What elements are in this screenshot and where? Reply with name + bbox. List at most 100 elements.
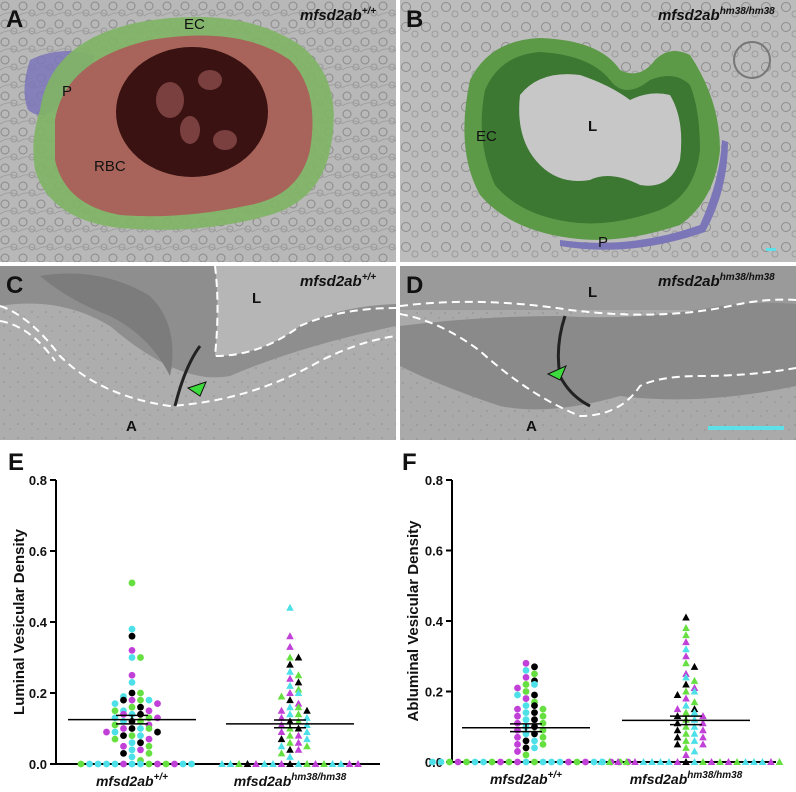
data-point xyxy=(128,678,136,686)
data-point xyxy=(690,676,699,684)
data-point xyxy=(522,758,530,766)
data-point xyxy=(303,735,311,743)
y-tick-label: 0.8 xyxy=(29,473,47,488)
data-point xyxy=(128,732,136,739)
data-point xyxy=(345,760,354,767)
data-point xyxy=(673,691,682,699)
y-tick-label: 0.4 xyxy=(425,614,444,629)
data-point xyxy=(514,691,521,699)
data-point xyxy=(767,758,775,765)
data-point xyxy=(690,722,699,730)
data-point xyxy=(446,758,453,766)
data-point xyxy=(565,758,572,766)
data-point xyxy=(286,738,294,746)
data-point xyxy=(145,742,153,750)
data-point xyxy=(531,744,538,752)
data-point xyxy=(294,653,303,661)
data-point xyxy=(471,758,479,766)
panel-d-micrograph: D mfsd2abhm38/hm38 L A xyxy=(400,266,796,440)
y-axis-label: Luminal Vesicular Density xyxy=(11,528,28,715)
data-point xyxy=(673,705,682,713)
data-point xyxy=(277,742,286,750)
data-point xyxy=(724,758,733,765)
data-point xyxy=(522,737,530,745)
data-point xyxy=(145,707,153,715)
label-lumen: L xyxy=(588,118,598,135)
data-point xyxy=(286,653,294,661)
data-point xyxy=(582,758,589,766)
data-point xyxy=(137,732,144,739)
data-point xyxy=(682,624,690,632)
data-point xyxy=(294,703,303,711)
data-point xyxy=(286,731,294,739)
data-point xyxy=(294,685,303,693)
data-point xyxy=(758,758,767,765)
data-point xyxy=(539,712,547,720)
label-lumen: L xyxy=(588,284,598,301)
data-point xyxy=(277,713,286,721)
data-point xyxy=(690,736,699,744)
y-tick-label: 0.0 xyxy=(29,757,47,772)
panel-c-image xyxy=(0,266,396,440)
data-point xyxy=(277,760,286,767)
data-point xyxy=(294,699,303,707)
data-point xyxy=(320,760,328,767)
data-point xyxy=(573,758,581,766)
data-point xyxy=(539,733,547,741)
data-point xyxy=(522,716,530,724)
data-point xyxy=(120,732,127,739)
data-point xyxy=(437,758,445,766)
data-point xyxy=(103,760,110,768)
data-point xyxy=(539,719,547,727)
data-point xyxy=(531,691,538,699)
data-point xyxy=(531,709,538,717)
data-point xyxy=(682,758,690,765)
data-point xyxy=(286,696,294,704)
label-ec: EC xyxy=(184,16,205,33)
data-point xyxy=(699,758,707,765)
data-point xyxy=(514,684,521,692)
data-point xyxy=(111,707,119,715)
data-point xyxy=(154,760,161,768)
data-point xyxy=(590,758,598,766)
data-point xyxy=(522,674,530,681)
data-point xyxy=(277,692,286,700)
data-point xyxy=(154,700,161,708)
data-point xyxy=(120,725,127,732)
data-point xyxy=(162,760,170,768)
data-point xyxy=(120,749,127,757)
data-point xyxy=(277,735,286,743)
y-tick-label: 0.2 xyxy=(29,686,47,701)
data-point xyxy=(94,760,102,768)
data-point xyxy=(682,652,690,660)
data-point xyxy=(303,706,311,714)
panel-a-image xyxy=(0,0,396,262)
data-point xyxy=(522,751,530,759)
data-point xyxy=(514,758,521,766)
data-point xyxy=(682,729,690,737)
data-point xyxy=(303,760,311,767)
data-point xyxy=(682,722,690,730)
data-point xyxy=(294,671,303,679)
data-point xyxy=(514,712,521,720)
data-point xyxy=(294,678,303,686)
data-point xyxy=(699,726,707,734)
panel-c-genotype: mfsd2ab+/+ xyxy=(300,272,377,290)
panel-d-image xyxy=(400,266,796,440)
data-point xyxy=(111,735,119,743)
data-point xyxy=(286,760,294,767)
data-point xyxy=(303,713,311,721)
data-point xyxy=(522,695,530,702)
y-tick-label: 0.6 xyxy=(425,544,443,559)
data-point xyxy=(128,579,136,587)
data-point xyxy=(682,743,690,751)
label-abluminal: A xyxy=(526,418,537,435)
data-point xyxy=(179,760,187,768)
data-point xyxy=(111,760,119,768)
scatter-charts: E 0.0 0.2 0.4 0.6 0.8 Luminal Vesicular Densit… xyxy=(8,449,784,789)
data-point xyxy=(682,645,690,653)
data-point xyxy=(294,717,303,725)
data-point xyxy=(682,669,690,677)
data-point xyxy=(137,696,144,704)
panel-b-micrograph: B mfsd2abhm38/hm38 EC L P xyxy=(400,0,796,262)
